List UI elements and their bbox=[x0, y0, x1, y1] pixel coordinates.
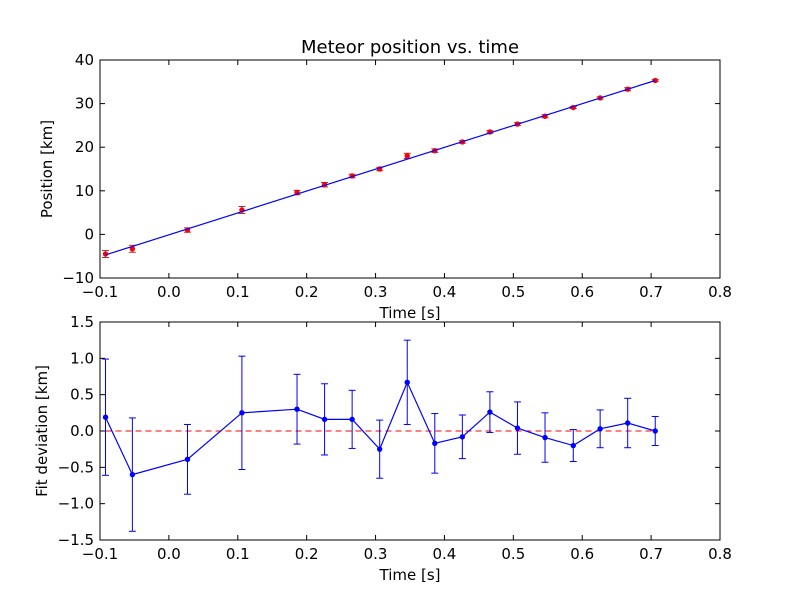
data-point bbox=[652, 428, 658, 434]
x-tick-label: −0.1 bbox=[82, 545, 118, 563]
x-tick-label: 0.1 bbox=[226, 545, 250, 563]
x-tick-label: 0.2 bbox=[295, 283, 319, 301]
data-point bbox=[102, 414, 109, 420]
y-axis-label: Fit deviation [km] bbox=[33, 365, 51, 497]
x-tick-label: −0.1 bbox=[82, 283, 118, 301]
x-tick-label: 0.2 bbox=[295, 545, 319, 563]
data-point bbox=[624, 420, 631, 426]
deviation-plot: −0.1 0.0 0.1 0.2 0.3 0.4 0.5 0.6 0.7 0.8 −1.5 −1.0 −… bbox=[33, 313, 732, 584]
chart-title: Meteor position vs. time bbox=[301, 37, 519, 58]
x-tick-label: 0.7 bbox=[639, 545, 663, 563]
y-tick-label: 0 bbox=[84, 225, 94, 243]
deviation-marks bbox=[102, 339, 659, 532]
plot-frame bbox=[99, 59, 721, 279]
y-tick-label: 1.5 bbox=[70, 313, 94, 331]
data-point bbox=[487, 409, 493, 415]
y-tick-label: 1.0 bbox=[70, 349, 94, 367]
data-point bbox=[542, 434, 548, 441]
x-axis-label: Time [s] bbox=[379, 566, 441, 584]
plot-area bbox=[100, 60, 720, 278]
y-tick-label: −1.5 bbox=[58, 531, 94, 549]
x-tick-label: 0.4 bbox=[433, 545, 457, 563]
x-tick-label: 0.8 bbox=[708, 545, 732, 563]
deviation-line bbox=[104, 380, 656, 476]
x-tick-label: 0.6 bbox=[570, 283, 594, 301]
x-tick-label: 0.5 bbox=[501, 283, 525, 301]
data-point bbox=[459, 434, 466, 440]
data-point bbox=[129, 471, 136, 478]
data-point bbox=[184, 456, 191, 463]
deviation-ticks: −0.1 0.0 0.1 0.2 0.3 0.4 0.5 0.6 0.7 0.8 −1.5 −1.0 −… bbox=[58, 313, 732, 563]
data-point bbox=[514, 425, 521, 431]
position-plot: Meteor position vs. time −0.1 0.0 0.1 0.2 0.… bbox=[38, 37, 732, 322]
data-point bbox=[404, 153, 410, 159]
y-tick-label: 30 bbox=[75, 95, 94, 113]
y-tick-label: −0.5 bbox=[58, 458, 94, 476]
data-point bbox=[404, 379, 410, 386]
y-tick-label: 0.0 bbox=[70, 422, 94, 440]
data-point bbox=[239, 410, 245, 416]
y-tick-label: −10 bbox=[62, 269, 94, 287]
x-tick-label: 0.0 bbox=[157, 545, 181, 563]
position-marks bbox=[102, 77, 659, 259]
x-tick-label: 0.0 bbox=[157, 283, 181, 301]
y-tick-label: 20 bbox=[75, 138, 94, 156]
data-point bbox=[321, 416, 328, 423]
x-tick-label: 0.7 bbox=[639, 283, 663, 301]
y-tick-label: 0.5 bbox=[70, 386, 94, 404]
y-axis-label: Position [km] bbox=[38, 120, 56, 218]
fit-line bbox=[105, 79, 656, 256]
x-tick-label: 0.4 bbox=[433, 283, 457, 301]
data-point bbox=[376, 446, 383, 452]
x-tick-label: 0.8 bbox=[708, 283, 732, 301]
x-tick-label: 0.5 bbox=[501, 545, 525, 563]
data-point bbox=[570, 442, 576, 449]
y-tick-label: −1.0 bbox=[58, 495, 94, 513]
x-axis-label: Time [s] bbox=[379, 304, 441, 322]
position-ticks: −0.1 0.0 0.1 0.2 0.3 0.4 0.5 0.6 0.7 0.8 −10 0 10 20 3… bbox=[62, 51, 732, 301]
x-tick-label: 0.3 bbox=[364, 545, 388, 563]
data-point bbox=[597, 426, 603, 432]
data-point bbox=[349, 416, 355, 423]
plot-frame bbox=[99, 321, 721, 541]
x-tick-label: 0.3 bbox=[364, 283, 388, 301]
data-point bbox=[294, 406, 300, 412]
data-point bbox=[432, 440, 438, 447]
y-tick-label: 10 bbox=[75, 182, 94, 200]
x-tick-label: 0.6 bbox=[570, 545, 594, 563]
y-tick-label: 40 bbox=[75, 51, 94, 69]
x-tick-label: 0.1 bbox=[226, 283, 250, 301]
